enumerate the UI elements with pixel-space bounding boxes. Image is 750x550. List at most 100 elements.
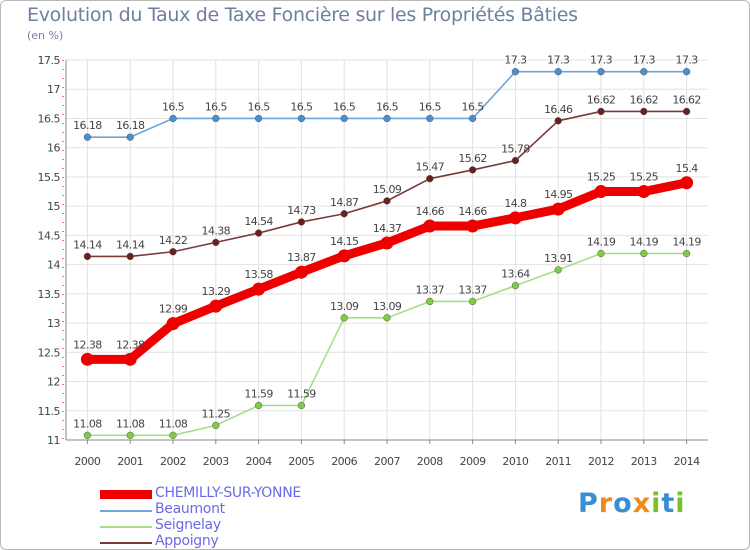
x-tick-label: 2012 (588, 455, 614, 468)
data-label-appoigny: 16.62 (630, 93, 659, 106)
data-label-beaumont: 16.5 (333, 100, 356, 113)
data-point-beaumont (468, 114, 477, 123)
data-point-beaumont (554, 68, 562, 76)
data-label-chemilly-sur-yonne: 13.87 (287, 251, 316, 264)
data-label-chemilly-sur-yonne: 14.8 (504, 197, 527, 210)
data-label-beaumont: 16.5 (248, 100, 271, 113)
data-point-appoigny (426, 175, 434, 183)
logo-letter: P (578, 488, 599, 519)
data-point-chemilly-sur-yonne (166, 317, 180, 331)
data-point-appoigny (554, 117, 562, 125)
chart-subtitle: (en %) (27, 29, 64, 42)
data-point-chemilly-sur-yonne (209, 299, 223, 313)
data-point-appoigny (597, 107, 605, 116)
data-point-appoigny (640, 107, 648, 116)
data-label-chemilly-sur-yonne: 14.37 (373, 222, 402, 235)
proxiti-logo: Proxiti (578, 488, 686, 519)
legend-label: Seignelay (155, 517, 221, 533)
legend-label: Beaumont (155, 501, 225, 517)
data-label-seignelay: 11.08 (73, 417, 102, 430)
data-point-chemilly-sur-yonne (294, 265, 308, 279)
y-tick-label: 11.5 (38, 405, 61, 418)
x-tick-label: 2006 (331, 455, 357, 468)
y-tick-label: 13 (47, 317, 60, 330)
data-point-appoigny (383, 197, 391, 205)
data-point-seignelay (83, 431, 92, 439)
data-point-appoigny (169, 248, 177, 256)
data-point-appoigny (126, 252, 134, 261)
x-tick-label: 2009 (460, 455, 486, 468)
data-label-appoigny: 14.54 (244, 215, 273, 228)
data-label-appoigny: 14.14 (73, 238, 102, 251)
data-label-seignelay: 14.19 (630, 236, 659, 249)
data-point-seignelay (554, 266, 562, 274)
y-tick-label: 15 (47, 200, 60, 213)
data-label-appoigny: 15.09 (373, 183, 402, 196)
chart-title: Evolution du Taux de Taxe Foncière sur l… (27, 4, 578, 26)
data-label-chemilly-sur-yonne: 15.25 (587, 171, 616, 184)
data-point-beaumont (254, 114, 263, 123)
x-tick-label: 2005 (288, 455, 314, 468)
data-point-seignelay (169, 431, 177, 439)
data-label-chemilly-sur-yonne: 14.95 (544, 188, 573, 201)
data-point-seignelay (426, 297, 434, 306)
data-point-beaumont (640, 68, 648, 76)
logo-letter: i (675, 488, 686, 519)
data-label-beaumont: 17.3 (504, 54, 527, 67)
y-tick-label: 11 (47, 434, 60, 447)
y-tick-label: 14.5 (38, 229, 61, 242)
x-tick-label: 2014 (674, 455, 700, 468)
data-point-seignelay (254, 401, 263, 410)
data-label-appoigny: 15.62 (458, 152, 487, 165)
data-point-beaumont (212, 114, 220, 123)
data-label-seignelay: 14.19 (672, 236, 701, 249)
data-point-beaumont (682, 68, 691, 76)
data-point-chemilly-sur-yonne (551, 202, 565, 216)
data-label-seignelay: 13.91 (544, 252, 573, 265)
data-label-beaumont: 16.18 (73, 119, 102, 132)
data-point-chemilly-sur-yonne (80, 352, 94, 366)
legend-swatch (100, 542, 152, 544)
data-point-chemilly-sur-yonne (594, 185, 608, 199)
data-point-appoigny (83, 252, 92, 261)
data-label-chemilly-sur-yonne: 15.4 (676, 162, 699, 175)
data-point-appoigny (297, 218, 306, 226)
data-label-beaumont: 16.5 (290, 100, 313, 113)
data-label-appoigny: 16.62 (672, 93, 701, 106)
data-label-appoigny: 14.87 (330, 196, 359, 209)
data-label-seignelay: 11.59 (244, 388, 273, 401)
data-label-seignelay: 14.19 (587, 236, 616, 249)
x-tick-label: 2001 (117, 455, 143, 468)
x-tick-label: 2011 (545, 455, 571, 468)
data-label-chemilly-sur-yonne: 13.29 (202, 285, 231, 298)
data-label-beaumont: 16.5 (162, 100, 185, 113)
x-tick-label: 2003 (203, 455, 229, 468)
data-point-appoigny (511, 156, 520, 165)
data-point-chemilly-sur-yonne (380, 236, 394, 250)
x-tick-label: 2013 (631, 455, 657, 468)
data-point-seignelay (682, 249, 691, 258)
logo-letter: o (613, 488, 633, 519)
data-label-chemilly-sur-yonne: 14.66 (416, 205, 445, 218)
data-point-appoigny (468, 166, 477, 174)
data-label-beaumont: 17.3 (633, 54, 656, 67)
data-label-chemilly-sur-yonne: 14.15 (330, 235, 359, 248)
data-label-appoigny: 15.78 (501, 143, 530, 156)
data-label-beaumont: 17.3 (676, 54, 699, 67)
data-label-seignelay: 11.59 (287, 388, 316, 401)
data-label-seignelay: 13.64 (501, 268, 530, 281)
data-point-beaumont (597, 68, 605, 76)
data-label-appoigny: 14.73 (287, 204, 316, 217)
data-point-seignelay (640, 249, 648, 258)
data-label-seignelay: 11.08 (116, 417, 145, 430)
data-label-seignelay: 13.09 (330, 300, 359, 313)
data-point-beaumont (383, 114, 391, 123)
data-point-chemilly-sur-yonne (337, 249, 351, 263)
data-point-appoigny (212, 238, 220, 247)
y-tick-label: 16.5 (38, 112, 61, 125)
x-tick-label: 2008 (417, 455, 443, 468)
data-point-chemilly-sur-yonne (123, 352, 137, 366)
legend-swatch (100, 510, 152, 512)
data-point-chemilly-sur-yonne (680, 176, 694, 190)
